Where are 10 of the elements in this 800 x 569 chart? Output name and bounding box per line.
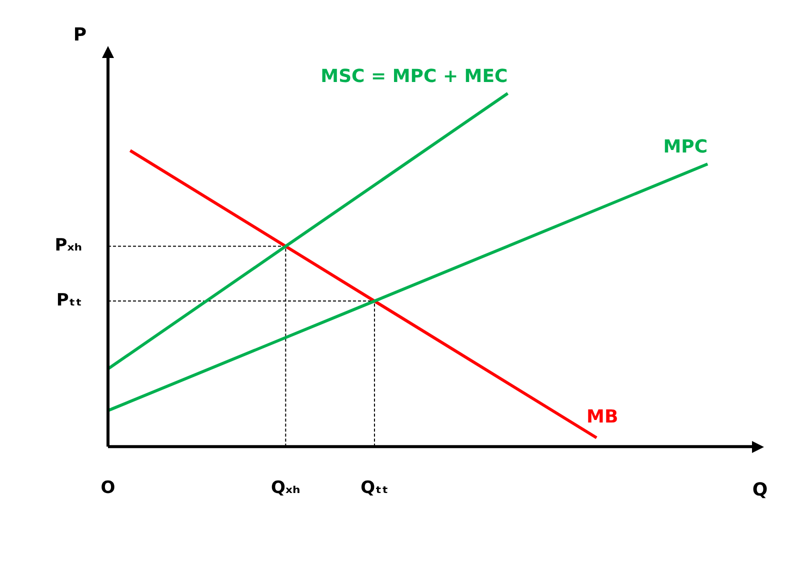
x-axis-title: Q bbox=[752, 479, 768, 500]
series-label: Pₜₜ bbox=[56, 290, 82, 310]
x-tick-label: Qₓₕ bbox=[271, 478, 300, 498]
series-label: MSC = MPC + MEC bbox=[320, 66, 508, 87]
series-label: Pₓₕ bbox=[54, 236, 82, 256]
series-label: MPC bbox=[663, 136, 708, 158]
series-label: MB bbox=[586, 406, 618, 428]
x-tick-label: Qₜₜ bbox=[360, 478, 388, 498]
x-tick-label: O bbox=[100, 478, 116, 498]
y-axis-title: P bbox=[73, 24, 87, 46]
